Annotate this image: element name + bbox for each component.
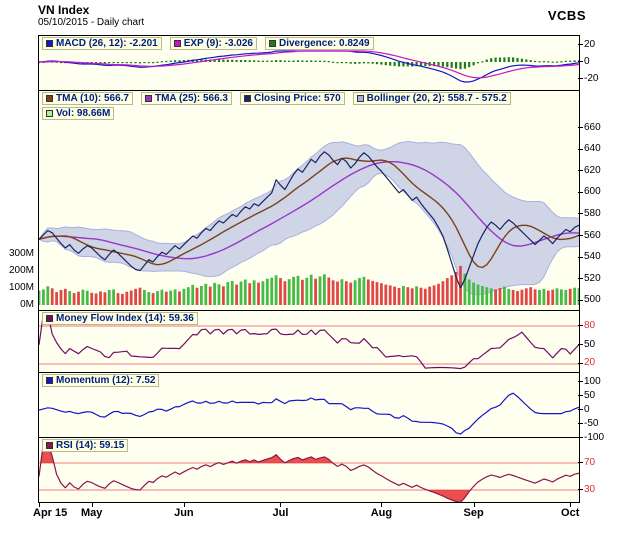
rsi-plot [39, 442, 579, 502]
rsi-legend-row: RSI (14): 59.15 [42, 439, 129, 452]
y-axis-tick-label: 640 [584, 143, 601, 155]
volume-legend-item: Vol: 98.66M [42, 107, 115, 120]
x-axis-tick-mark [381, 503, 382, 507]
y-axis-tick-label: 540 [584, 251, 601, 263]
bollinger-legend-label: Bollinger (20, 2): 558.7 - 575.2 [366, 93, 507, 104]
mfi-legend-row: Money Flow Index (14): 59.36 [42, 312, 198, 325]
x-axis-tick-mark [92, 503, 93, 507]
y-axis-tick-label: 0 [584, 403, 590, 415]
x-axis-tick-mark [570, 503, 571, 507]
rsi-panel: RSI (14): 59.15 [38, 437, 580, 503]
x-month-label: Jun [174, 507, 194, 519]
vcbs-logo: VCBS [547, 8, 586, 23]
volume-tick-label: 200M [8, 264, 34, 276]
y-axis-tick-label: 100 [584, 375, 601, 387]
macd-panel: MACD (26, 12): -2.201 EXP (9): -3.026 Di… [38, 35, 580, 91]
y-axis-tick-label: 80 [584, 319, 596, 331]
macd-swatch-icon [46, 40, 53, 47]
rsi-legend-label: RSI (14): 59.15 [56, 440, 125, 451]
y-axis-tick-label: 560 [584, 229, 601, 241]
macd-legend-label: MACD (26, 12): -2.201 [56, 38, 158, 49]
x-axis-tick-mark [39, 503, 40, 507]
y-axis-tick-label: 0 [584, 55, 590, 67]
bollinger-swatch-icon [356, 95, 364, 102]
mfi-legend-label: Money Flow Index (14): 59.36 [56, 313, 194, 324]
y-axis-tick-label: 50 [584, 338, 596, 350]
y-axis-tick-label: -100 [584, 431, 605, 443]
x-axis-tick-mark [280, 503, 281, 507]
momentum-legend-label: Momentum (12): 7.52 [56, 375, 156, 386]
y-axis-tick-label: 620 [584, 164, 601, 176]
momentum-panel: Momentum (12): 7.52 [38, 372, 580, 438]
chart-date-subtitle: 05/10/2015 - Daily chart [38, 17, 145, 28]
tma10-legend-item: TMA (10): 566.7 [42, 92, 133, 105]
exp-swatch-icon [173, 40, 181, 47]
volume-swatch-icon [46, 110, 53, 117]
rsi-legend-item: RSI (14): 59.15 [42, 439, 129, 452]
x-month-label: Apr 15 [33, 507, 68, 519]
closing-price-swatch-icon [243, 95, 251, 102]
volume-legend-label: Vol: 98.66M [56, 108, 111, 119]
divergence-legend-label: Divergence: 0.8249 [279, 38, 370, 49]
x-axis-tick-mark [184, 503, 185, 507]
y-axis-tick-label: 660 [584, 121, 601, 133]
y-axis-tick-label: 520 [584, 272, 601, 284]
bollinger-legend-item: Bollinger (20, 2): 558.7 - 575.2 [352, 92, 511, 105]
momentum-legend-item: Momentum (12): 7.52 [42, 374, 160, 387]
price-plot [39, 141, 579, 306]
y-axis-tick-label: 50 [584, 389, 596, 401]
closing-price-legend-item: Closing Price: 570 [239, 92, 345, 105]
mfi-panel: Money Flow Index (14): 59.36 [38, 310, 580, 373]
x-month-label: Jul [272, 507, 289, 519]
momentum-swatch-icon [46, 377, 53, 384]
x-month-label: Oct [561, 507, 580, 519]
x-axis-tick-mark [474, 503, 475, 507]
macd-plot [39, 50, 579, 83]
macd-legend-item: MACD (26, 12): -2.201 [42, 37, 162, 50]
x-month-label: Aug [370, 507, 393, 519]
y-axis-tick-label: 500 [584, 294, 601, 306]
y-axis-tick-label: 600 [584, 186, 601, 198]
price-legend-row: TMA (10): 566.7 TMA (25): 566.3 Closing … [42, 92, 511, 105]
divergence-swatch-icon [269, 40, 276, 47]
mfi-legend-item: Money Flow Index (14): 59.36 [42, 312, 198, 325]
y-axis-tick-label: 20 [584, 357, 596, 369]
y-axis-tick-label: -20 [584, 72, 599, 84]
mfi-swatch-icon [46, 315, 53, 322]
tma25-legend-label: TMA (25): 566.3 [154, 93, 228, 104]
closing-price-legend-label: Closing Price: 570 [253, 93, 341, 104]
y-axis-tick-label: 70 [584, 456, 596, 468]
mfi-plot [39, 312, 579, 370]
x-month-label: Sep [463, 507, 484, 519]
exp-legend-label: EXP (9): -3.026 [183, 38, 253, 49]
divergence-legend-item: Divergence: 0.8249 [265, 37, 374, 50]
tma25-legend-item: TMA (25): 566.3 [140, 92, 232, 105]
y-axis-tick-label: 30 [584, 483, 596, 495]
exp-legend-item: EXP (9): -3.026 [169, 37, 257, 50]
y-axis-tick-label: -50 [584, 417, 599, 429]
momentum-plot [39, 392, 579, 435]
volume-tick-label: 0M [20, 298, 34, 310]
y-axis-tick-label: 580 [584, 207, 601, 219]
tma25-swatch-icon [144, 95, 152, 102]
rsi-swatch-icon [46, 442, 53, 449]
y-axis-tick-label: 20 [584, 38, 596, 50]
tma10-swatch-icon [46, 95, 53, 102]
tma10-legend-label: TMA (10): 566.7 [56, 93, 129, 104]
volume-legend-row: Vol: 98.66M [42, 107, 115, 120]
page-title: VN Index [38, 3, 90, 17]
price-panel: TMA (10): 566.7 TMA (25): 566.3 Closing … [38, 90, 580, 311]
volume-tick-label: 300M [8, 247, 34, 259]
momentum-legend-row: Momentum (12): 7.52 [42, 374, 160, 387]
macd-legend-row: MACD (26, 12): -2.201 EXP (9): -3.026 Di… [42, 37, 374, 50]
x-month-label: May [80, 507, 103, 519]
volume-tick-label: 100M [8, 281, 34, 293]
